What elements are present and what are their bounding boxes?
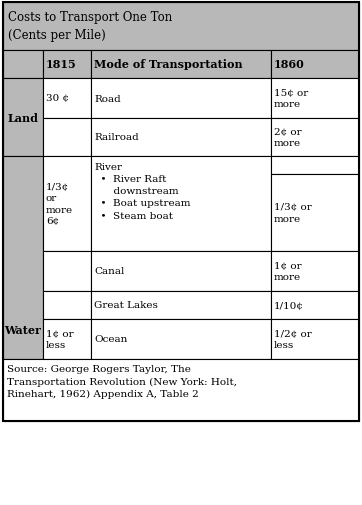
Text: 1¢ or
less: 1¢ or less	[46, 329, 73, 349]
Text: Canal: Canal	[94, 267, 125, 276]
Bar	[91, 291, 271, 319]
Bar	[3, 157, 43, 359]
Bar	[43, 319, 91, 359]
Bar	[271, 79, 359, 119]
Text: Source: George Rogers Taylor, The
Transportation Revolution (New York: Holt,
Rin: Source: George Rogers Taylor, The Transp…	[7, 364, 237, 398]
Bar	[271, 291, 359, 319]
Text: Ocean: Ocean	[94, 335, 127, 344]
Bar	[43, 51, 91, 79]
Bar	[3, 51, 43, 79]
Text: Costs to Transport One Ton
(Cents per Mile): Costs to Transport One Ton (Cents per Mi…	[8, 12, 172, 42]
Bar	[271, 119, 359, 157]
Text: Mode of Transportation: Mode of Transportation	[94, 60, 243, 70]
Text: 1/3¢ or
more: 1/3¢ or more	[274, 203, 312, 223]
Bar	[3, 79, 43, 157]
Text: 1860: 1860	[274, 60, 305, 70]
Text: Great Lakes: Great Lakes	[94, 301, 158, 310]
Text: Water: Water	[5, 324, 41, 335]
Bar	[91, 79, 271, 119]
Bar	[43, 119, 91, 157]
Bar	[91, 319, 271, 359]
Bar	[271, 157, 359, 175]
Bar	[91, 157, 271, 251]
Text: 2¢ or
more: 2¢ or more	[274, 127, 302, 148]
Text: 1/2¢ or
less: 1/2¢ or less	[274, 329, 312, 349]
Text: Railroad: Railroad	[94, 133, 139, 142]
Text: Road: Road	[94, 94, 121, 104]
Text: 1/10¢: 1/10¢	[274, 301, 304, 310]
Text: 15¢ or
more: 15¢ or more	[274, 88, 308, 109]
Bar	[91, 119, 271, 157]
Bar	[91, 251, 271, 291]
Bar	[271, 175, 359, 251]
Text: 30 ¢: 30 ¢	[46, 94, 69, 104]
Bar	[43, 251, 91, 291]
Text: Land: Land	[8, 112, 38, 123]
Text: 1/3¢
or
more
6¢: 1/3¢ or more 6¢	[46, 182, 73, 226]
Bar	[271, 251, 359, 291]
Bar	[43, 79, 91, 119]
Bar	[3, 3, 359, 421]
Bar	[91, 51, 271, 79]
Bar	[271, 319, 359, 359]
Bar	[3, 3, 359, 51]
Text: 1815: 1815	[46, 60, 77, 70]
Bar	[43, 157, 91, 251]
Bar	[3, 359, 359, 421]
Text: 1¢ or
more: 1¢ or more	[274, 261, 302, 282]
Bar	[271, 51, 359, 79]
Text: River
  •  River Raft
      downstream
  •  Boat upstream
  •  Steam boat: River • River Raft downstream • Boat ups…	[94, 163, 190, 220]
Bar	[43, 291, 91, 319]
